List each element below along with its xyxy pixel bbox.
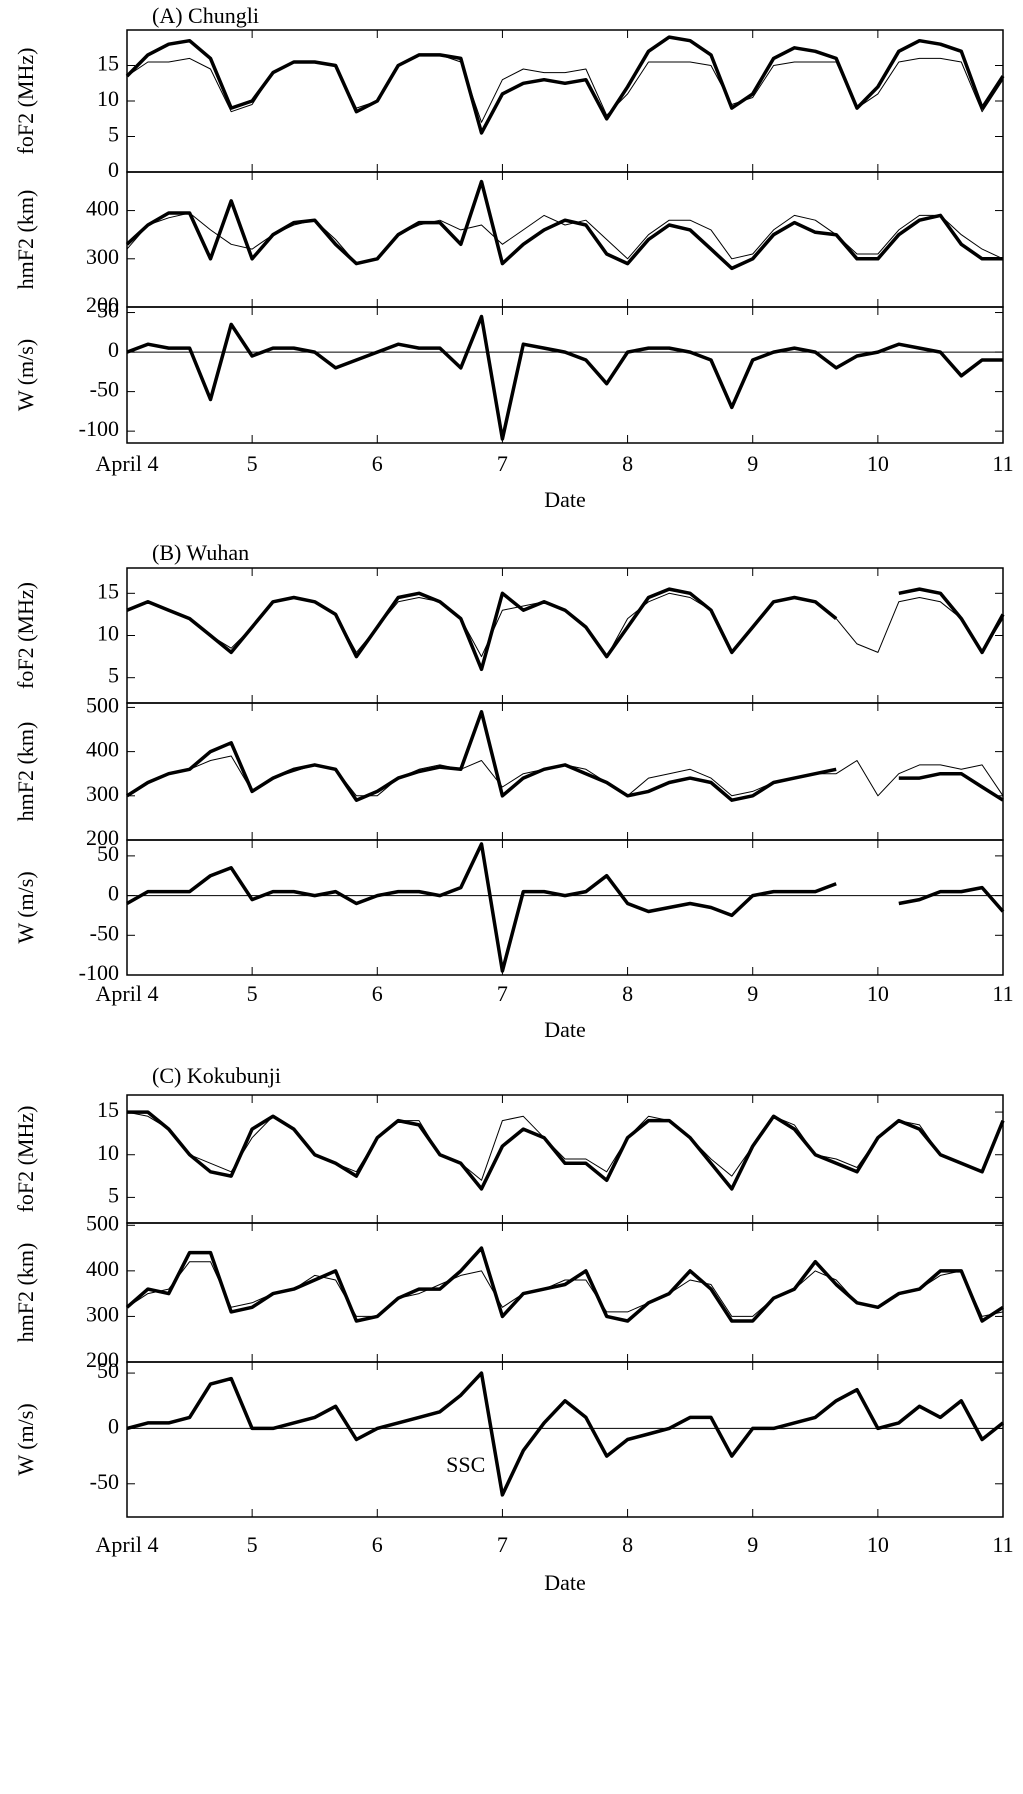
- y-tick-label: -100: [79, 960, 119, 985]
- y-tick-label: -50: [90, 920, 119, 945]
- x-axis-label: Date: [544, 487, 586, 512]
- x-axis-label: Date: [544, 1570, 586, 1595]
- data-line: [126, 1261, 1004, 1317]
- y-tick-label: 50: [97, 841, 119, 866]
- x-axis-label: Date: [544, 1017, 586, 1042]
- x-tick-label: 7: [497, 981, 508, 1006]
- x-tick-label: 7: [497, 1532, 508, 1557]
- x-tick-label: 10: [867, 1532, 889, 1557]
- y-axis-label: foF2 (MHz): [13, 1106, 38, 1213]
- data-line: [126, 54, 1004, 123]
- data-line: [126, 1371, 1005, 1497]
- x-tick-label: 6: [372, 1532, 383, 1557]
- y-tick-label: 15: [97, 578, 119, 603]
- y-tick-label: 50: [97, 1358, 119, 1383]
- data-line: [126, 212, 1004, 265]
- y-tick-label: 400: [86, 196, 119, 221]
- y-axis-label: foF2 (MHz): [13, 48, 38, 155]
- chart-title: (A) Chungli: [152, 3, 259, 28]
- data-line: [126, 842, 1005, 973]
- panel-frame: [126, 171, 1004, 308]
- data-line: [126, 1111, 1004, 1181]
- x-tick-label: April 4: [96, 981, 159, 1006]
- x-tick-label: 9: [747, 981, 758, 1006]
- y-tick-label: 10: [97, 621, 119, 646]
- y-tick-label: 10: [97, 1140, 119, 1165]
- data-line: [126, 755, 1004, 797]
- x-tick-label: 9: [747, 451, 758, 476]
- chart-title: (C) Kokubunji: [152, 1063, 281, 1088]
- panel-frame: [126, 839, 1004, 976]
- chart-title: (B) Wuhan: [152, 540, 249, 565]
- y-tick-label: -100: [79, 416, 119, 441]
- data-line: [125, 1246, 1004, 1323]
- y-tick-label: 0: [108, 337, 119, 362]
- data-line: [126, 710, 1004, 802]
- panel-frame: [126, 1222, 1004, 1363]
- data-line: [126, 314, 1003, 441]
- data-line: [126, 587, 1005, 672]
- y-tick-label: 500: [86, 692, 119, 717]
- y-tick-label: 5: [108, 1182, 119, 1207]
- x-tick-label: April 4: [96, 451, 159, 476]
- x-tick-label: 11: [992, 451, 1013, 476]
- y-tick-label: 500: [86, 1210, 119, 1235]
- y-axis-label: foF2 (MHz): [13, 582, 38, 689]
- x-tick-label: 11: [992, 1532, 1013, 1557]
- x-tick-label: 5: [247, 451, 258, 476]
- y-tick-label: 300: [86, 1301, 119, 1326]
- annotation: SSC: [446, 1452, 485, 1477]
- y-axis-label: hmF2 (km): [13, 190, 38, 290]
- panel-frame: [126, 567, 1004, 704]
- x-tick-label: 9: [747, 1532, 758, 1557]
- y-tick-label: 200: [86, 292, 119, 317]
- y-tick-label: 400: [86, 1256, 119, 1281]
- y-axis-label: W (m/s): [13, 1403, 38, 1475]
- y-tick-label: 10: [97, 86, 119, 111]
- x-tick-label: 5: [247, 1532, 258, 1557]
- x-tick-label: 10: [867, 981, 889, 1006]
- panel-frame: [126, 1361, 1004, 1518]
- y-tick-label: 200: [86, 1347, 119, 1372]
- panel-frame: [126, 702, 1004, 841]
- y-axis-label: hmF2 (km): [13, 1243, 38, 1343]
- x-tick-label: 8: [622, 1532, 633, 1557]
- x-tick-label: 8: [622, 981, 633, 1006]
- y-axis-label: W (m/s): [13, 339, 38, 411]
- y-tick-label: 200: [86, 825, 119, 850]
- x-tick-label: 8: [622, 451, 633, 476]
- y-tick-label: 0: [108, 157, 119, 182]
- y-axis-label: W (m/s): [13, 871, 38, 943]
- x-tick-label: 6: [372, 451, 383, 476]
- panel-frame: [126, 29, 1004, 173]
- y-tick-label: 15: [97, 1097, 119, 1122]
- data-line: [126, 592, 1004, 658]
- x-tick-label: 11: [992, 981, 1013, 1006]
- data-line: [125, 35, 1005, 135]
- y-tick-label: 400: [86, 737, 119, 762]
- x-tick-label: 5: [247, 981, 258, 1006]
- y-tick-label: 0: [108, 1413, 119, 1438]
- panel-frame: [126, 306, 1004, 444]
- y-axis-label: hmF2 (km): [13, 722, 38, 822]
- y-tick-label: 50: [97, 298, 119, 323]
- data-line: [127, 1110, 1005, 1191]
- y-tick-label: -50: [90, 377, 119, 402]
- y-tick-label: -50: [90, 1469, 119, 1494]
- y-tick-label: 300: [86, 781, 119, 806]
- y-tick-label: 5: [108, 122, 119, 147]
- y-tick-label: 0: [108, 881, 119, 906]
- x-tick-label: April 4: [96, 1532, 159, 1557]
- y-tick-label: 15: [97, 51, 119, 76]
- x-tick-label: 10: [867, 451, 889, 476]
- y-tick-label: 300: [86, 244, 119, 269]
- x-tick-label: 7: [497, 451, 508, 476]
- x-tick-label: 6: [372, 981, 383, 1006]
- y-tick-label: 5: [108, 663, 119, 688]
